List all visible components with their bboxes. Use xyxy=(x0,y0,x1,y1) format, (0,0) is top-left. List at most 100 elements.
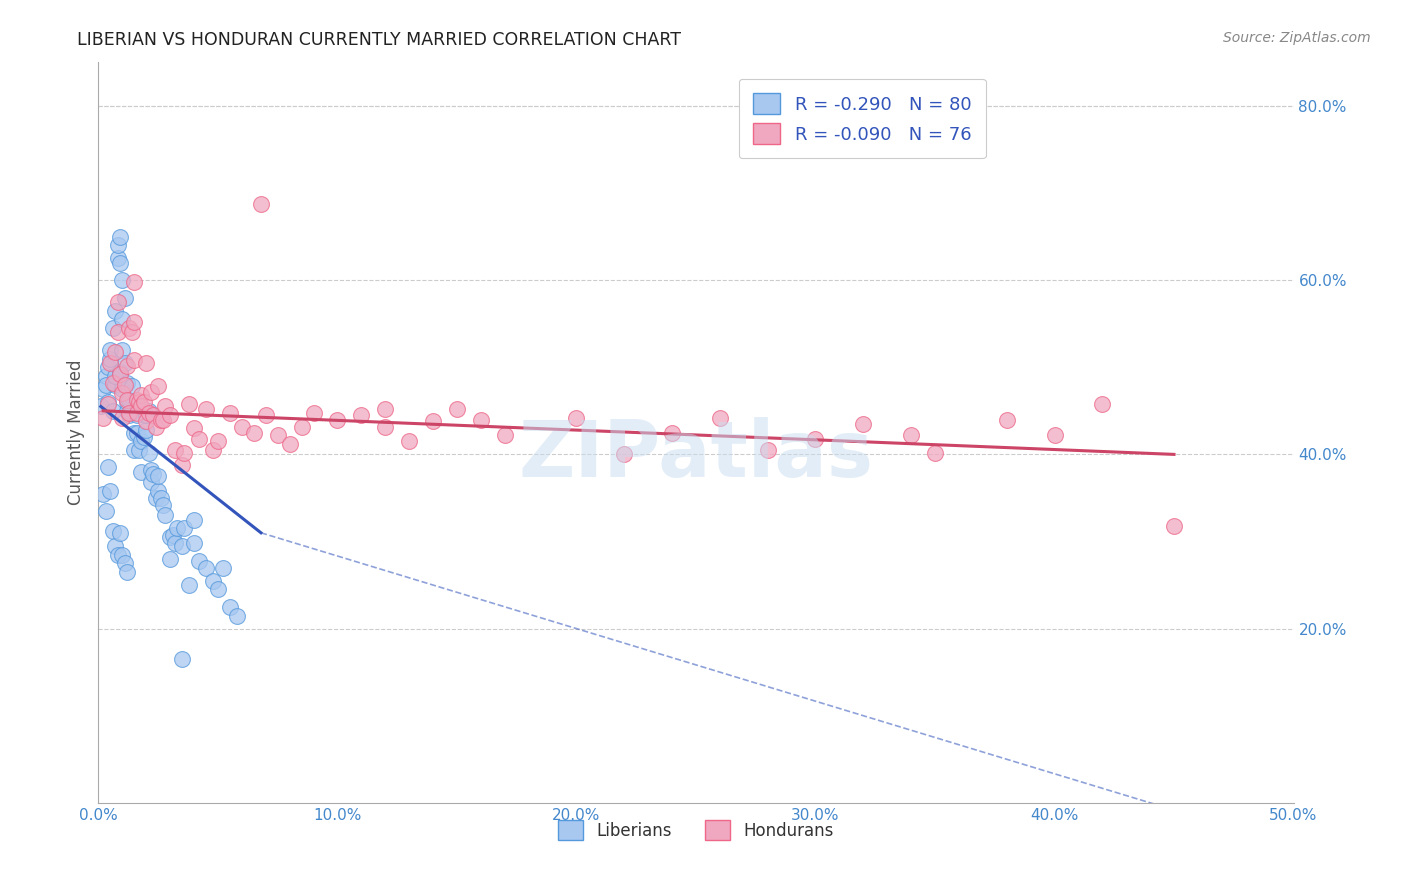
Point xyxy=(111,548,134,562)
Point xyxy=(135,423,157,437)
Point xyxy=(195,560,218,574)
Point xyxy=(163,536,186,550)
Point xyxy=(125,425,148,440)
Text: Source: ZipAtlas.com: Source: ZipAtlas.com xyxy=(1223,31,1371,45)
Point xyxy=(101,404,124,418)
Point xyxy=(118,406,141,420)
Point xyxy=(494,428,516,442)
Point xyxy=(115,359,138,373)
Point xyxy=(118,321,141,335)
Point xyxy=(166,521,188,535)
Point xyxy=(148,469,170,483)
Point xyxy=(111,410,134,425)
Point xyxy=(148,379,170,393)
Point xyxy=(374,419,396,434)
Point xyxy=(98,483,122,498)
Point xyxy=(709,410,731,425)
Point xyxy=(114,556,136,570)
Point xyxy=(101,321,124,335)
Point xyxy=(226,608,249,623)
Y-axis label: Currently Married: Currently Married xyxy=(67,359,86,506)
Point xyxy=(173,445,195,459)
Point xyxy=(661,425,683,440)
Point xyxy=(183,421,205,435)
Point xyxy=(107,326,129,340)
Point xyxy=(172,458,194,472)
Point xyxy=(172,539,194,553)
Point xyxy=(115,393,138,408)
Point xyxy=(804,432,827,446)
Point xyxy=(613,447,636,461)
Point xyxy=(118,408,141,422)
Point xyxy=(111,343,134,357)
Point xyxy=(135,408,157,422)
Point xyxy=(155,400,177,414)
Point xyxy=(108,256,131,270)
Point xyxy=(131,434,153,449)
Point xyxy=(135,356,157,370)
Point xyxy=(152,498,174,512)
Point xyxy=(94,504,117,518)
Point xyxy=(128,395,150,409)
Point xyxy=(326,412,349,426)
Point xyxy=(111,312,134,326)
Point xyxy=(159,552,181,566)
Point xyxy=(179,397,201,411)
Point xyxy=(900,428,922,442)
Point xyxy=(90,400,112,414)
Point xyxy=(131,465,153,479)
Point xyxy=(149,412,172,426)
Point xyxy=(118,393,141,408)
Point xyxy=(104,539,127,553)
Point xyxy=(125,393,148,408)
Text: LIBERIAN VS HONDURAN CURRENTLY MARRIED CORRELATION CHART: LIBERIAN VS HONDURAN CURRENTLY MARRIED C… xyxy=(77,31,682,49)
Point xyxy=(107,548,129,562)
Point xyxy=(187,554,209,568)
Point xyxy=(97,395,120,409)
Point xyxy=(250,196,273,211)
Point xyxy=(124,353,146,368)
Point xyxy=(121,326,143,340)
Point xyxy=(108,229,131,244)
Point xyxy=(1091,397,1114,411)
Point xyxy=(124,425,146,440)
Text: ZIPatlas: ZIPatlas xyxy=(519,417,873,493)
Point xyxy=(202,443,225,458)
Point xyxy=(145,419,167,434)
Point xyxy=(142,408,165,422)
Point xyxy=(152,412,174,426)
Point xyxy=(470,412,492,426)
Point xyxy=(1043,428,1066,442)
Point xyxy=(155,508,177,523)
Point xyxy=(183,536,205,550)
Point xyxy=(111,386,134,401)
Point xyxy=(97,460,120,475)
Point xyxy=(108,368,131,382)
Point xyxy=(183,513,205,527)
Point xyxy=(374,402,396,417)
Point xyxy=(115,565,138,579)
Point xyxy=(139,384,162,399)
Point xyxy=(142,467,165,481)
Point xyxy=(124,315,146,329)
Point xyxy=(139,463,162,477)
Point xyxy=(104,303,127,318)
Point xyxy=(207,582,229,597)
Point xyxy=(115,376,138,390)
Point xyxy=(91,410,114,425)
Point xyxy=(202,574,225,588)
Point xyxy=(145,491,167,505)
Point xyxy=(756,443,779,458)
Point xyxy=(350,408,373,422)
Point xyxy=(97,360,120,375)
Point xyxy=(149,491,172,505)
Point xyxy=(173,521,195,535)
Point xyxy=(101,524,124,538)
Point xyxy=(219,406,242,420)
Point xyxy=(98,356,122,370)
Point xyxy=(179,578,201,592)
Point xyxy=(125,408,148,422)
Point xyxy=(995,412,1018,426)
Point xyxy=(254,408,277,422)
Point xyxy=(163,443,186,458)
